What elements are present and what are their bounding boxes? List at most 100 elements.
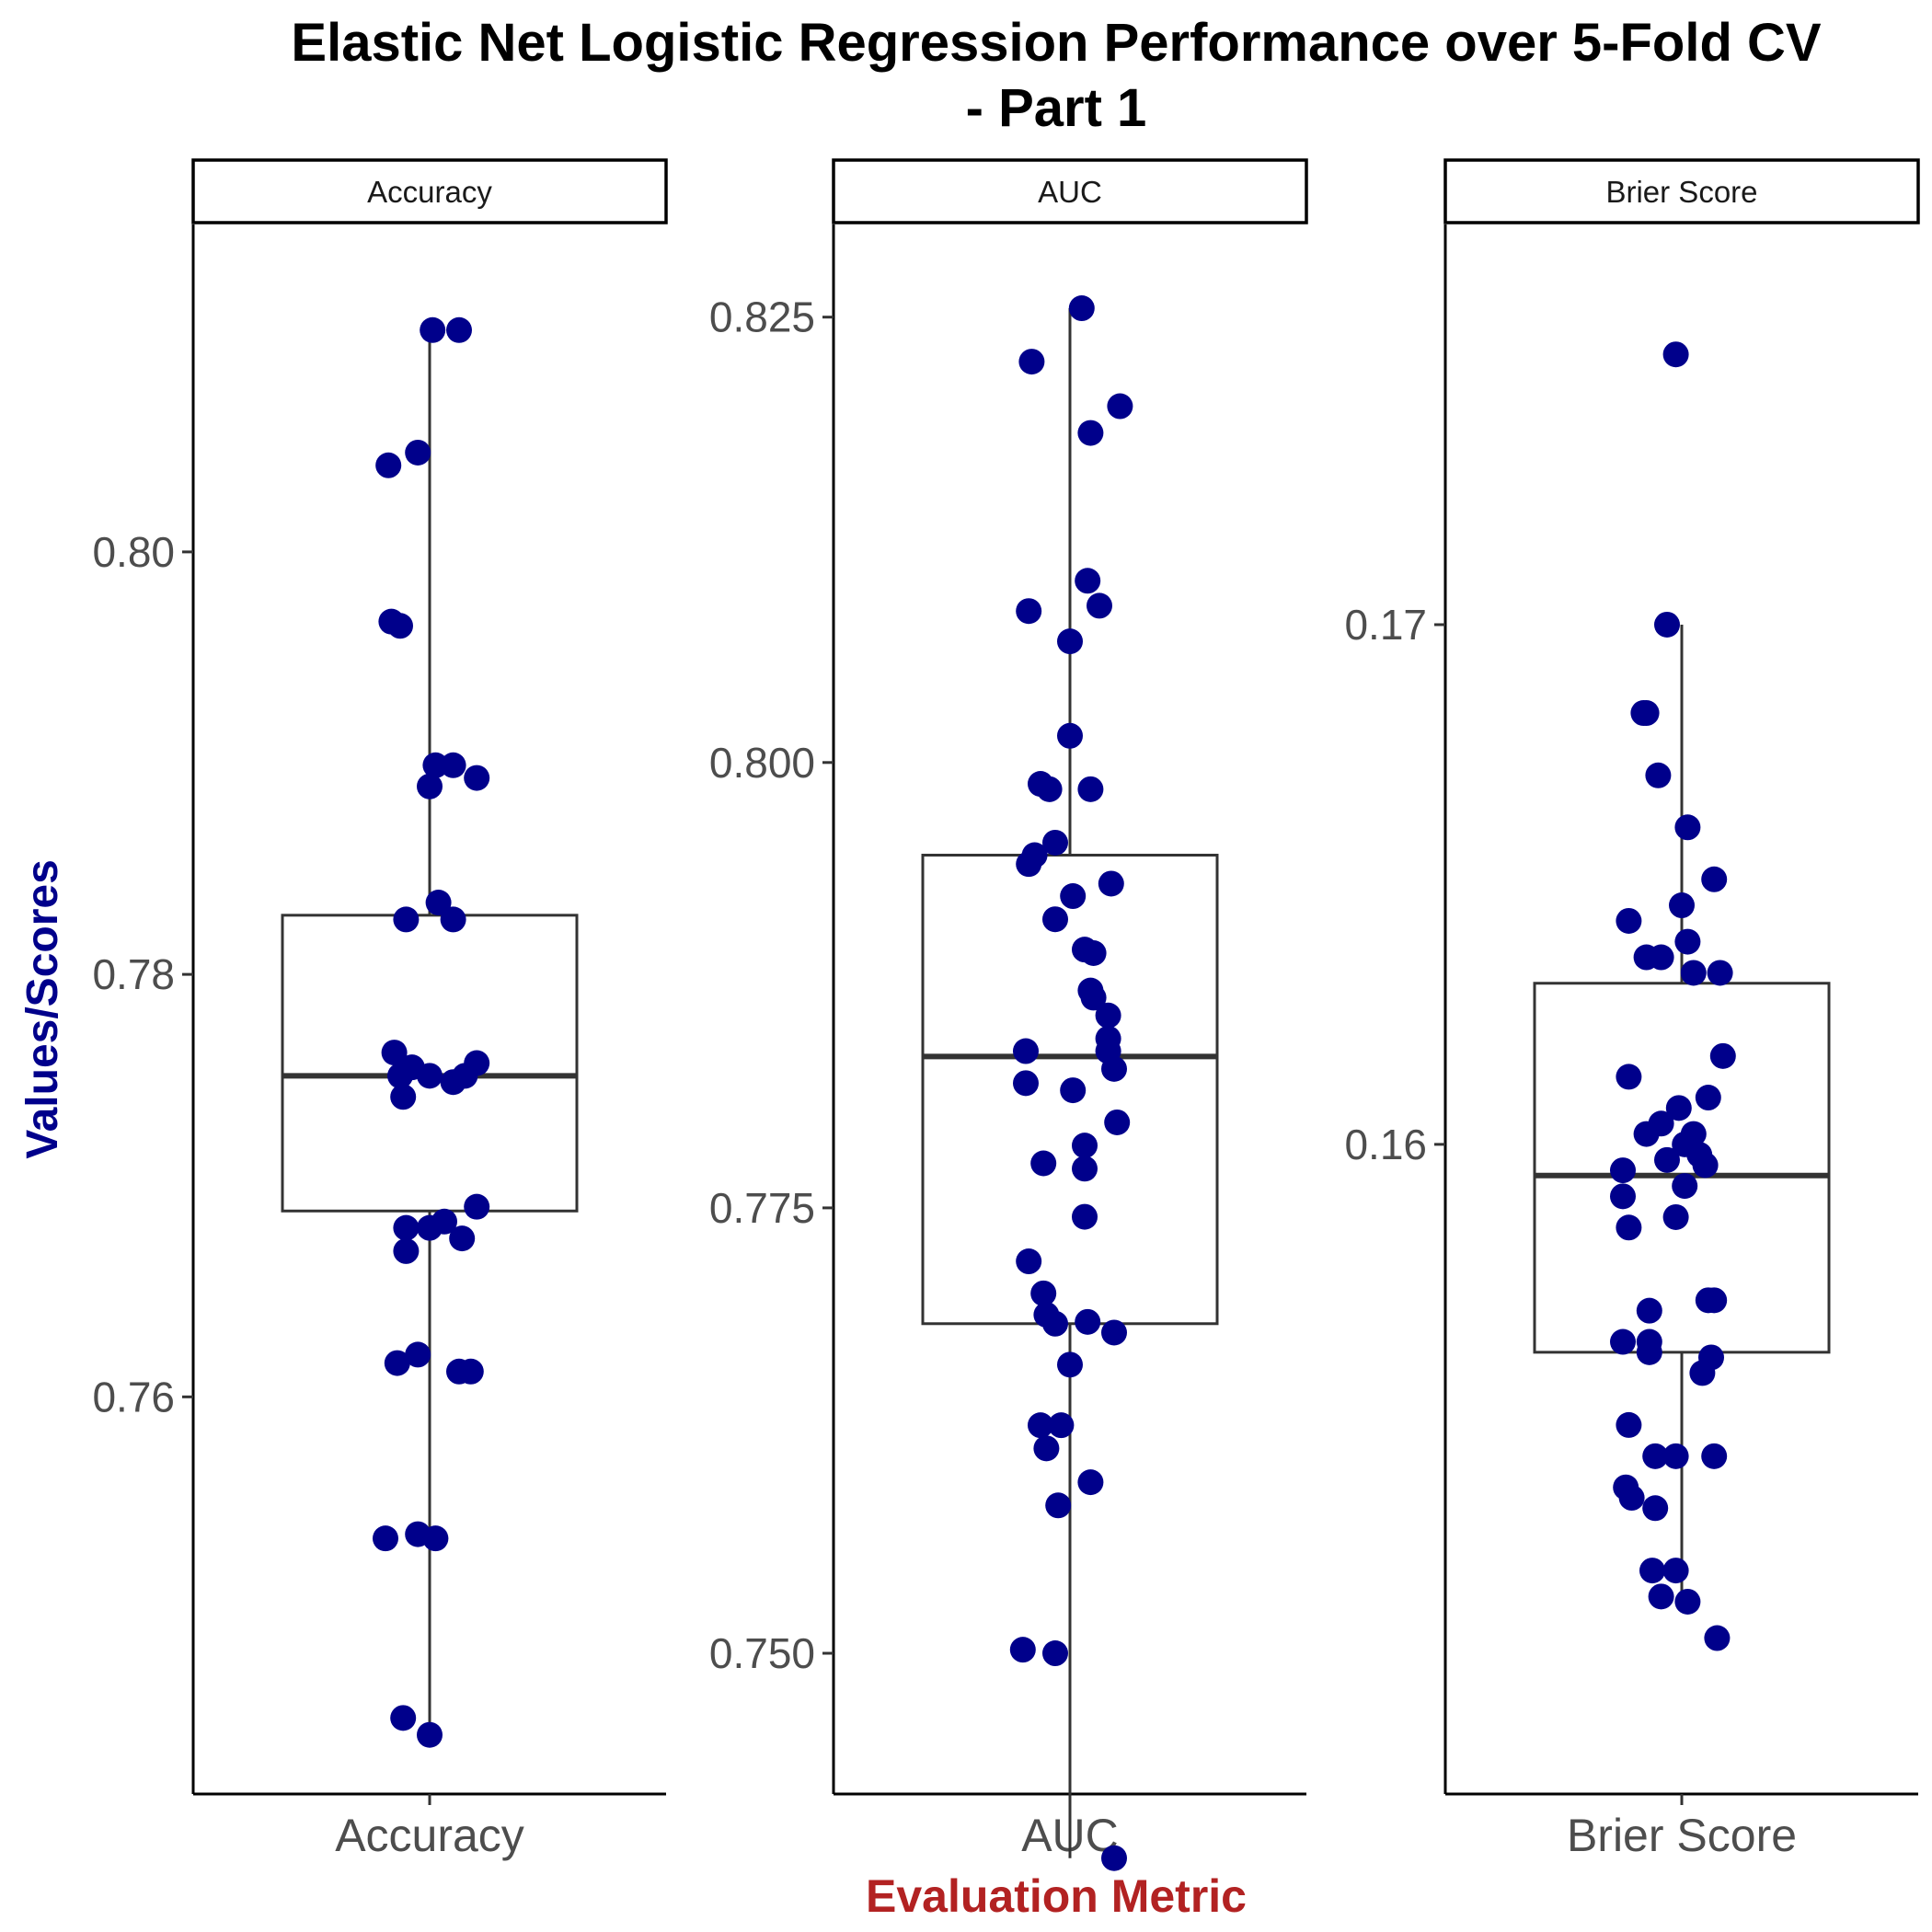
data-point: [1080, 940, 1107, 967]
data-point: [464, 765, 490, 791]
data-point: [373, 1525, 398, 1552]
chart-title-line-2: - Part 1: [966, 78, 1147, 138]
facet-strip: [832, 158, 1308, 224]
data-point: [1087, 592, 1112, 619]
data-point: [1095, 1002, 1121, 1029]
data-point: [417, 773, 443, 799]
y-tick-label: 0.76: [92, 1373, 175, 1420]
facet-strip: [191, 158, 668, 224]
data-point: [390, 1705, 417, 1731]
y-tick-label: 0.17: [1344, 601, 1427, 649]
iqr-box: [1533, 982, 1831, 1354]
data-point: [387, 613, 413, 639]
y-tick-label: 0.775: [709, 1184, 815, 1232]
data-point: [1610, 1157, 1636, 1184]
data-point: [1674, 814, 1701, 841]
data-point: [1021, 842, 1048, 868]
data-point: [1075, 1308, 1101, 1335]
data-point: [387, 1063, 413, 1089]
data-point: [1707, 960, 1733, 986]
data-point: [1680, 960, 1707, 986]
data-point: [1072, 1156, 1098, 1182]
data-point: [1045, 1492, 1072, 1519]
data-point: [1072, 1133, 1098, 1159]
data-point: [1662, 1443, 1689, 1469]
data-point: [1042, 906, 1068, 933]
y-tick-label: 0.825: [709, 293, 815, 341]
data-point: [1633, 1121, 1660, 1147]
data-point: [422, 1525, 449, 1552]
data-point: [390, 1084, 417, 1110]
data-point: [1662, 341, 1689, 368]
data-point: [405, 439, 431, 466]
data-point: [440, 906, 466, 933]
data-point: [1104, 1109, 1131, 1135]
data-point: [1701, 1287, 1728, 1314]
data-point: [457, 1358, 484, 1385]
data-point: [381, 1040, 408, 1066]
data-point: [1077, 776, 1104, 802]
data-point: [1642, 1495, 1669, 1522]
data-point: [417, 1063, 443, 1089]
data-point: [1616, 1214, 1642, 1241]
data-point: [1101, 1845, 1127, 1871]
facet-panels: Accuracy 0.76 0.78 0.80 Accuracy AUC 0.750 0.77…: [92, 158, 1920, 1871]
data-point: [1028, 1412, 1053, 1439]
data-point: [1633, 700, 1660, 727]
data-point: [1704, 1625, 1731, 1651]
iqr-box: [281, 914, 579, 1213]
data-point: [464, 1193, 490, 1220]
data-point: [431, 1208, 457, 1235]
data-point: [1057, 1351, 1083, 1378]
data-point: [1042, 829, 1068, 856]
data-point: [1616, 907, 1642, 934]
data-point: [1036, 776, 1063, 802]
panel-accuracy: Accuracy 0.76 0.78 0.80 Accuracy: [92, 158, 668, 1861]
data-point: [1674, 928, 1701, 955]
facet-strip: [1443, 158, 1920, 224]
y-tick-label: 0.78: [92, 950, 175, 998]
data-point: [1701, 1443, 1728, 1469]
data-point: [1107, 393, 1133, 420]
facet-strip-label: Brier Score: [1605, 175, 1757, 209]
y-tick-label: 0.800: [709, 739, 815, 787]
data-point: [1695, 1085, 1721, 1111]
data-point: [1610, 1328, 1636, 1355]
data-point: [1042, 1310, 1068, 1337]
data-point: [1057, 722, 1083, 749]
data-point: [440, 752, 466, 778]
data-point: [1075, 568, 1101, 594]
x-tick-label: Brier Score: [1567, 1810, 1797, 1861]
data-point: [1642, 1443, 1669, 1469]
x-tick-label: Accuracy: [335, 1810, 524, 1861]
data-point: [1672, 1173, 1698, 1200]
data-point: [1077, 420, 1104, 446]
data-point: [1610, 1183, 1636, 1210]
data-point: [1645, 762, 1672, 788]
data-point: [1636, 1339, 1662, 1365]
data-point: [1654, 611, 1680, 638]
facet-strip-label: AUC: [1038, 175, 1102, 209]
iqr-box: [921, 853, 1219, 1326]
chart-title-line-1: Elastic Net Logistic Regression Performa…: [291, 13, 1821, 73]
y-tick-label: 0.80: [92, 528, 175, 576]
data-point: [449, 1225, 476, 1252]
data-point: [1648, 944, 1674, 971]
facet-strip-label: Accuracy: [367, 175, 492, 209]
data-point: [1018, 349, 1045, 375]
data-point: [1636, 1297, 1662, 1324]
data-point: [1616, 1064, 1642, 1090]
data-point: [1692, 1152, 1719, 1179]
y-axis-label: Values/Scores: [18, 859, 67, 1159]
data-point: [1639, 1558, 1665, 1584]
data-point: [1669, 892, 1695, 919]
y-tick-label: 0.750: [709, 1629, 815, 1677]
data-point: [1616, 1411, 1642, 1438]
data-point: [1674, 1588, 1701, 1615]
data-point: [1042, 1640, 1068, 1667]
data-point: [393, 1214, 420, 1241]
data-point: [1618, 1485, 1645, 1512]
data-point: [1016, 1248, 1042, 1275]
